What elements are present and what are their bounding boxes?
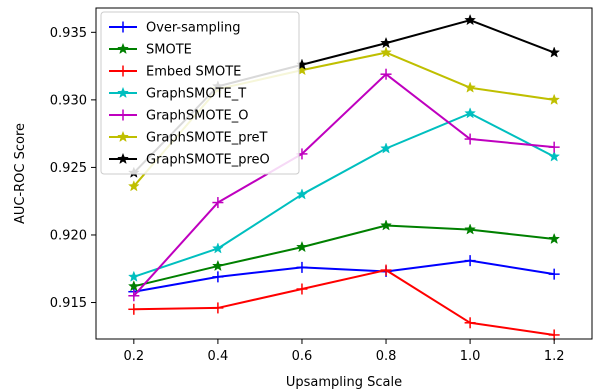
series-smote (127, 219, 561, 292)
data-point-graphsmote-o (212, 197, 224, 209)
data-point-graphsmote-preo (380, 36, 392, 49)
legend-label: Over-sampling (146, 21, 241, 36)
data-point-over-sampling (296, 261, 308, 273)
data-point-embed-smote (128, 303, 140, 315)
data-point-smote (548, 232, 561, 245)
legend-label: GraphSMOTE_preO (146, 153, 270, 168)
y-tick-label: 0.925 (50, 161, 87, 176)
legend-box (100, 11, 300, 175)
series-line-over-sampling (133, 259, 555, 293)
data-point-graphsmote-t (464, 107, 477, 119)
data-point-graphsmote-pret (127, 180, 140, 192)
x-tick-label: 0.2 (123, 349, 144, 364)
x-tick-label: 1.0 (460, 349, 481, 364)
data-point-embed-smote (464, 317, 476, 329)
legend-marker (117, 130, 129, 143)
data-point-smote (211, 259, 224, 272)
x-tick-label: 0.4 (208, 349, 229, 364)
data-point-graphsmote-o (464, 133, 476, 145)
legend-marker (117, 152, 129, 165)
data-point-graphsmote-o (128, 290, 140, 302)
x-axis-label: Upsampling Scale (286, 375, 402, 390)
legend-item: Over-sampling (109, 21, 241, 36)
data-point-graphsmote-o (380, 68, 392, 80)
data-point-embed-smote (380, 264, 392, 276)
legend-label: Embed SMOTE (146, 65, 241, 80)
data-point-over-sampling (464, 255, 476, 267)
data-point-over-sampling (212, 271, 224, 283)
x-tick-label: 0.6 (292, 349, 313, 364)
y-tick-label: 0.920 (50, 228, 87, 243)
data-point-graphsmote-t (548, 150, 561, 162)
data-point-smote (464, 223, 477, 235)
series-line-graphsmote-t (133, 112, 555, 278)
y-tick-label: 0.915 (50, 296, 87, 311)
legend: Over-sampling SMOTE Embed SMOTE GraphSMOTE_… (100, 11, 300, 175)
series-line-smote (133, 224, 555, 288)
legend-item: GraphSMOTE_preT (109, 131, 268, 146)
legend-marker (117, 65, 129, 77)
legend-item: GraphSMOTE_preO (109, 153, 270, 168)
data-point-graphsmote-t (211, 242, 224, 254)
x-axis: 0.2 0.4 0.6 0.8 1.0 1.2 (123, 339, 565, 364)
data-point-graphsmote-preo (464, 13, 477, 26)
data-point-graphsmote-pret (464, 81, 477, 93)
legend-marker (117, 109, 129, 121)
legend-label: GraphSMOTE_preT (146, 131, 268, 146)
legend-item: Embed SMOTE (109, 65, 241, 80)
legend-marker (117, 42, 129, 55)
data-point-smote (127, 280, 140, 292)
data-point-graphsmote-preo (548, 46, 561, 58)
y-axis-label: AUC-ROC Score (13, 123, 28, 224)
legend-marker (117, 86, 129, 99)
legend-item: GraphSMOTE_T (109, 87, 246, 102)
legend-label: GraphSMOTE_T (146, 87, 246, 102)
y-tick-label: 0.935 (50, 26, 87, 41)
legend-label: SMOTE (146, 43, 192, 58)
data-point-graphsmote-o (548, 141, 560, 153)
data-point-graphsmote-t (380, 142, 392, 154)
data-point-smote (380, 219, 392, 231)
data-point-over-sampling (548, 268, 560, 280)
series-line-embed-smote (133, 269, 555, 336)
data-point-graphsmote-t (127, 270, 140, 282)
legend-item: GraphSMOTE_O (109, 109, 248, 124)
data-point-graphsmote-t (296, 188, 308, 200)
data-point-graphsmote-pret (380, 46, 392, 58)
series-line-graphsmote-o (133, 73, 555, 297)
data-point-embed-smote (212, 302, 224, 314)
data-point-graphsmote-pret (548, 93, 561, 105)
legend-label: GraphSMOTE_O (146, 109, 248, 124)
legend-item: SMOTE (109, 43, 192, 58)
legend-marker (117, 21, 129, 33)
data-point-smote (296, 240, 308, 253)
data-point-embed-smote (296, 283, 308, 295)
y-axis: 0.915 0.920 0.925 0.930 0.935 (50, 26, 96, 311)
series-graphsmote-t (127, 107, 561, 282)
x-tick-label: 0.8 (376, 349, 397, 364)
x-tick-label: 1.2 (544, 349, 565, 364)
plot-frame (95, 7, 593, 340)
y-tick-label: 0.930 (50, 93, 87, 108)
